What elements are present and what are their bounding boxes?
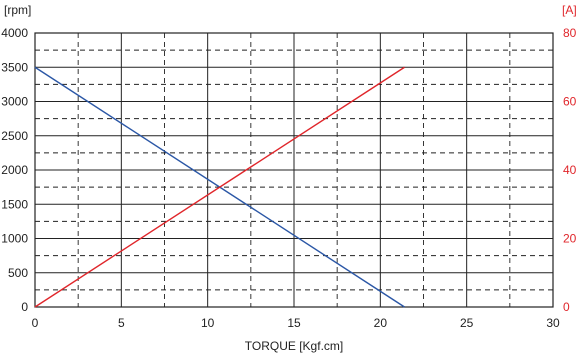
x-tick-label: 0 — [32, 316, 39, 330]
y-left-tick-label: 2000 — [1, 163, 28, 177]
y-left-tick-label: 2500 — [1, 129, 28, 143]
y-right-tick-label: 20 — [563, 232, 577, 246]
y-left-tick-label: 1000 — [1, 232, 28, 246]
x-axis-ticks: 0 5 10 15 20 25 30 — [32, 316, 560, 330]
x-tick-label: 20 — [374, 316, 388, 330]
x-tick-label: 30 — [546, 316, 560, 330]
x-tick-label: 25 — [460, 316, 474, 330]
x-tick-label: 10 — [201, 316, 215, 330]
y-left-tick-label: 500 — [8, 266, 28, 280]
y-right-tick-label: 40 — [563, 163, 577, 177]
y-left-tick-label: 3500 — [1, 60, 28, 74]
y-left-axis-title: [rpm] — [4, 3, 31, 17]
x-axis-title: TORQUE [Kgf.cm] — [245, 339, 343, 353]
y-right-tick-label: 0 — [563, 300, 570, 314]
y-left-tick-label: 4000 — [1, 26, 28, 40]
series-layer — [34, 66, 405, 308]
plot-frame — [34, 32, 554, 308]
y-right-tick-label: 80 — [563, 26, 577, 40]
y-left-tick-label: 3000 — [1, 95, 28, 109]
y-left-tick-label: 1500 — [1, 197, 28, 211]
current-series-line — [34, 66, 405, 308]
x-tick-label: 15 — [287, 316, 301, 330]
y-right-axis-ticks: 0 20 40 60 80 — [563, 26, 577, 314]
y-right-tick-label: 60 — [563, 95, 577, 109]
y-right-axis-title: [A] — [562, 3, 577, 17]
x-tick-label: 5 — [118, 316, 125, 330]
y-left-tick-label: 0 — [21, 300, 28, 314]
major-grid — [35, 33, 553, 307]
y-left-axis-ticks: 0 500 1000 1500 2000 2500 3000 3500 4000 — [1, 26, 28, 314]
